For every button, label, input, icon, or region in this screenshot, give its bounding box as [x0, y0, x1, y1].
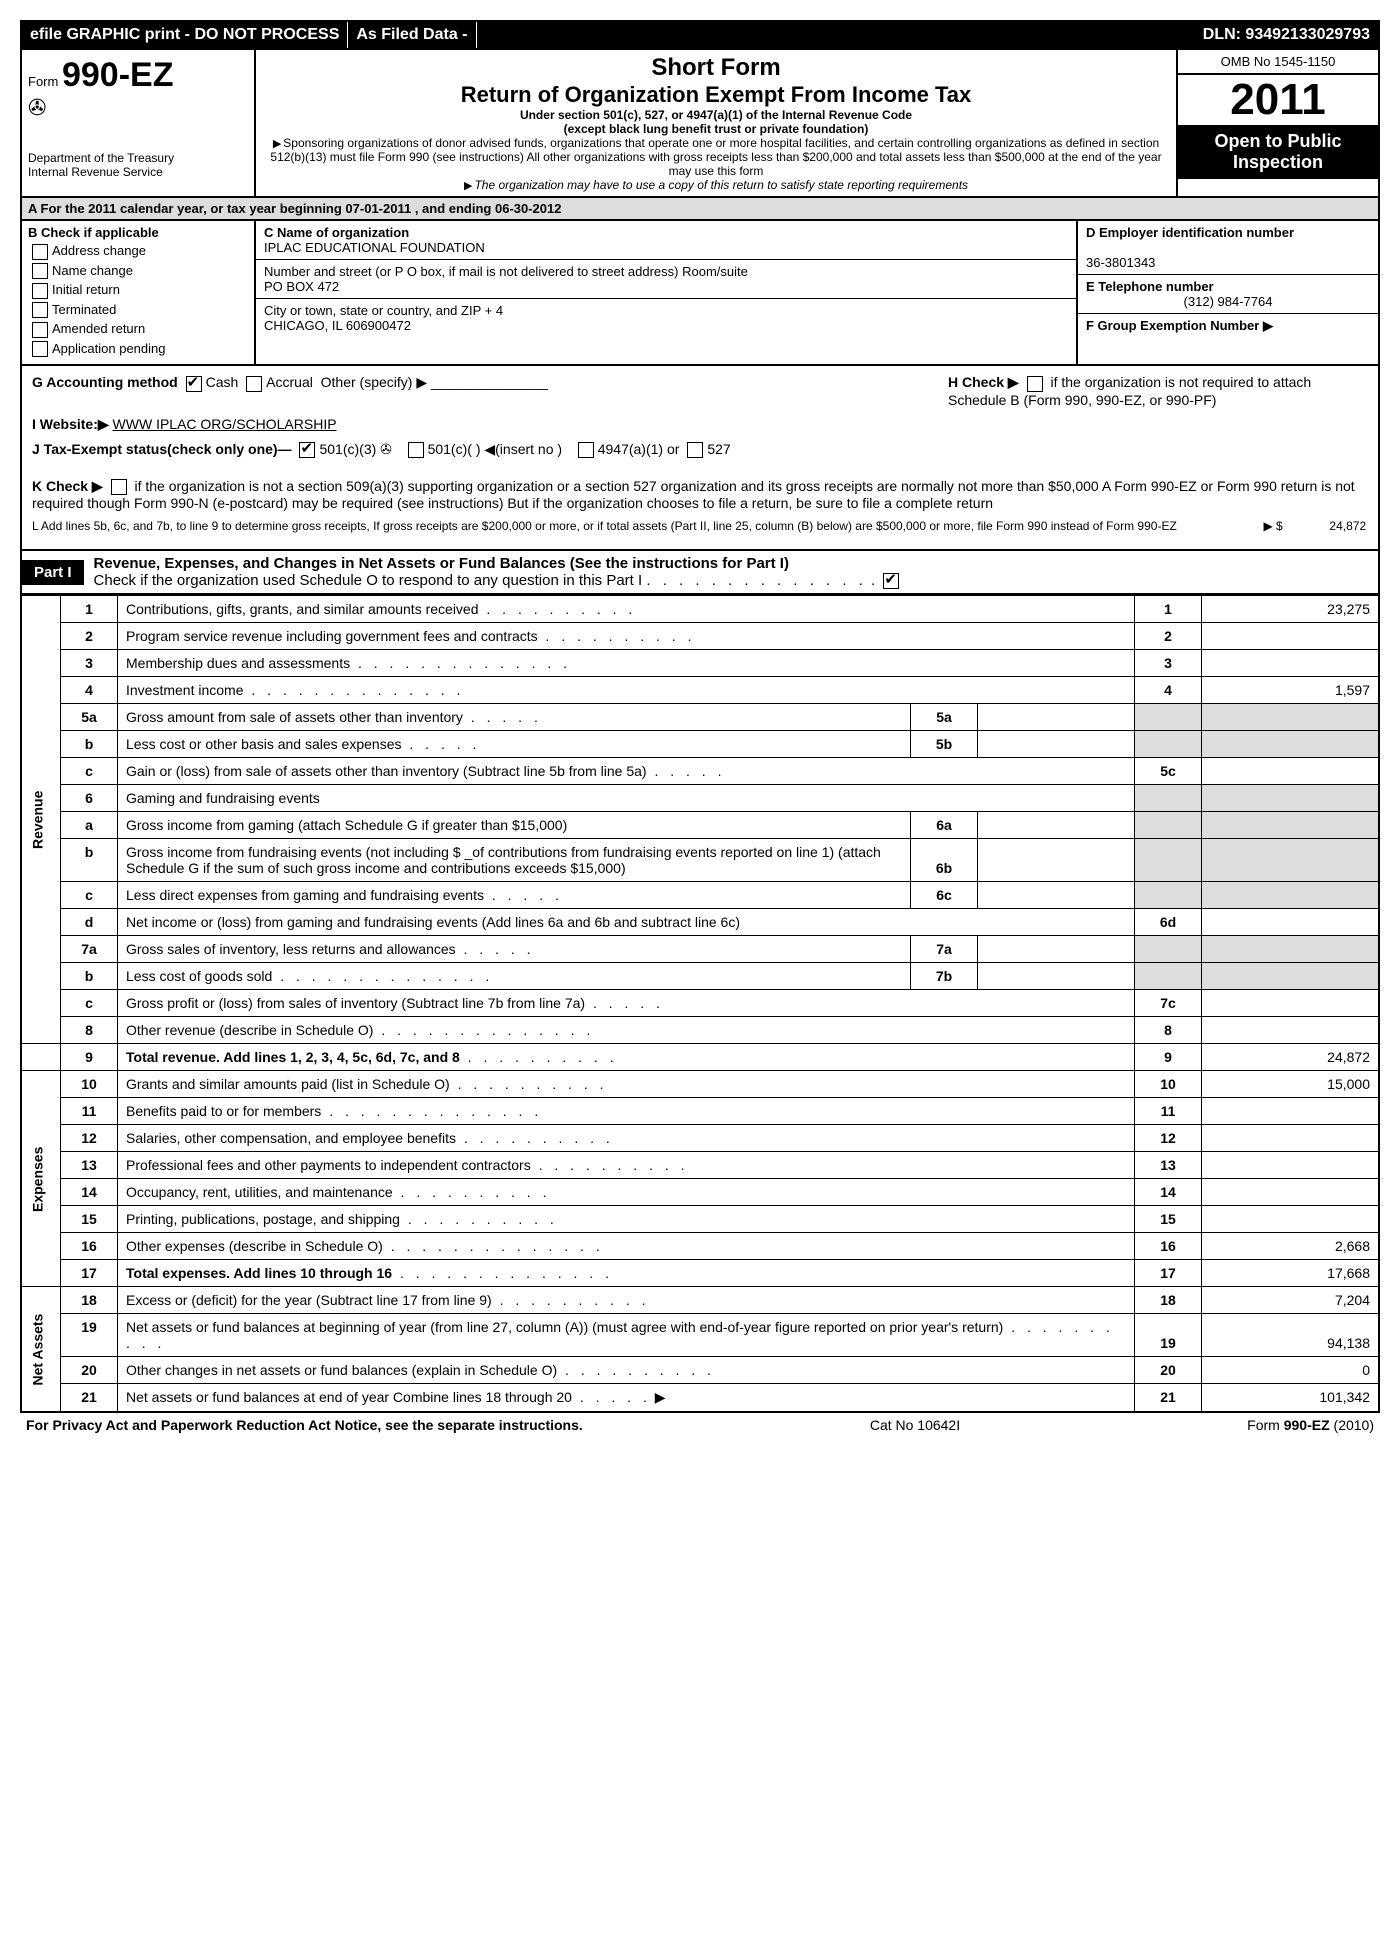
dept-irs: Internal Revenue Service [28, 165, 248, 179]
header-sub1: Under section 501(c), 527, or 4947(a)(1)… [520, 108, 912, 122]
form-number: 990-EZ [62, 56, 174, 94]
k-text: if the organization is not a section 509… [32, 478, 1355, 511]
page-footer: For Privacy Act and Paperwork Reduction … [20, 1413, 1380, 1437]
checkbox-501c3[interactable] [299, 442, 315, 458]
return-title: Return of Organization Exempt From Incom… [264, 82, 1168, 108]
form-page: efile GRAPHIC print - DO NOT PROCESS As … [20, 20, 1380, 1437]
part1-title: Revenue, Expenses, and Changes in Net As… [94, 555, 789, 572]
part1-label: Part I [22, 560, 84, 585]
topbar: efile GRAPHIC print - DO NOT PROCESS As … [20, 20, 1380, 50]
omb-number: OMB No 1545-1150 [1178, 50, 1378, 75]
checkbox-address-change[interactable] [32, 244, 48, 260]
form-prefix: Form [28, 74, 58, 89]
i-label: I Website:▶ [32, 416, 109, 432]
j-label: J Tax-Exempt status(check only one)— [32, 441, 292, 457]
c-addr-label: Number and street (or P O box, if mail i… [264, 264, 748, 279]
section-g-to-l: G Accounting method Cash Accrual Other (… [20, 366, 1380, 551]
org-name: IPLAC EDUCATIONAL FOUNDATION [264, 240, 485, 255]
checkbox-h[interactable] [1027, 376, 1043, 392]
amt-17: 17,668 [1202, 1260, 1380, 1287]
f-group-label: F Group Exemption Number ▶ [1086, 318, 1273, 333]
side-expenses: Expenses [21, 1071, 61, 1287]
amt-9: 24,872 [1202, 1044, 1380, 1071]
checkbox-4947[interactable] [578, 442, 594, 458]
open-public-1: Open to Public [1182, 131, 1374, 152]
col-c-org-info: C Name of organization IPLAC EDUCATIONAL… [256, 221, 1078, 364]
footer-catno: Cat No 10642I [870, 1417, 960, 1433]
footer-formno: Form 990-EZ (2010) [1247, 1417, 1374, 1433]
part1-table: Revenue 1 Contributions, gifts, grants, … [20, 595, 1380, 1413]
d-ein-label: D Employer identification number [1086, 225, 1294, 240]
part1-header: Part I Revenue, Expenses, and Changes in… [20, 551, 1380, 595]
ein-value: 36-3801343 [1086, 255, 1155, 270]
footer-privacy: For Privacy Act and Paperwork Reduction … [26, 1417, 583, 1433]
header-center: Short Form Return of Organization Exempt… [256, 50, 1176, 196]
checkbox-amended-return[interactable] [32, 322, 48, 338]
header-right: OMB No 1545-1150 2011 Open to Public Ins… [1176, 50, 1378, 196]
asfiled-label: As Filed Data - [348, 22, 476, 48]
checkbox-501c[interactable] [408, 442, 424, 458]
header-left: Form 990-EZ ✇ Department of the Treasury… [22, 50, 256, 196]
checkbox-schedule-o[interactable] [883, 573, 899, 589]
checkbox-cash[interactable] [186, 376, 202, 392]
amt-4: 1,597 [1202, 677, 1380, 704]
header-sub2: (except black lung benefit trust or priv… [564, 122, 869, 136]
c-name-label: C Name of organization [264, 225, 409, 240]
l-text: L Add lines 5b, 6c, and 7b, to line 9 to… [32, 519, 1177, 533]
checkbox-k[interactable] [111, 479, 127, 495]
e-phone-label: E Telephone number [1086, 279, 1214, 294]
col-b-checkboxes: B Check if applicable Address change Nam… [22, 221, 256, 364]
dept-treasury: Department of the Treasury [28, 151, 248, 165]
open-public-2: Inspection [1182, 152, 1374, 173]
phone-value: (312) 984-7764 [1184, 294, 1273, 309]
efile-notice: efile GRAPHIC print - DO NOT PROCESS [22, 22, 348, 48]
l-amount: 24,872 [1329, 519, 1366, 533]
side-revenue: Revenue [21, 596, 61, 1044]
section-bcd: B Check if applicable Address change Nam… [20, 221, 1380, 366]
amt-10: 15,000 [1202, 1071, 1380, 1098]
checkbox-initial-return[interactable] [32, 283, 48, 299]
header-sub4: The organization may have to use a copy … [474, 178, 968, 192]
short-form-label: Short Form [264, 54, 1168, 82]
dln-number: DLN: 93492133029793 [1195, 22, 1378, 48]
side-netassets: Net Assets [21, 1287, 61, 1413]
checkbox-application-pending[interactable] [32, 341, 48, 357]
k-label: K Check ▶ [32, 478, 103, 494]
tax-year: 2011 [1178, 75, 1378, 125]
h-label: H Check ▶ [948, 374, 1019, 390]
header-sub3: Sponsoring organizations of donor advise… [270, 136, 1161, 178]
org-address: PO BOX 472 [264, 279, 339, 294]
amt-18: 7,204 [1202, 1287, 1380, 1314]
checkbox-accrual[interactable] [246, 376, 262, 392]
col-d-identifiers: D Employer identification number 36-3801… [1078, 221, 1378, 364]
website-value: WWW IPLAC ORG/SCHOLARSHIP [113, 416, 337, 432]
amt-1: 23,275 [1202, 596, 1380, 623]
row-a-tax-year: A For the 2011 calendar year, or tax yea… [20, 198, 1380, 221]
g-label: G Accounting method [32, 374, 178, 390]
amt-19: 94,138 [1202, 1314, 1380, 1357]
c-city-label: City or town, state or country, and ZIP … [264, 303, 503, 318]
checkbox-terminated[interactable] [32, 302, 48, 318]
col-b-title: B Check if applicable [28, 225, 159, 240]
org-city: CHICAGO, IL 606900472 [264, 318, 411, 333]
amt-16: 2,668 [1202, 1233, 1380, 1260]
amt-21: 101,342 [1202, 1384, 1380, 1413]
form-header: Form 990-EZ ✇ Department of the Treasury… [20, 50, 1380, 198]
checkbox-name-change[interactable] [32, 263, 48, 279]
amt-20: 0 [1202, 1357, 1380, 1384]
part1-check-text: Check if the organization used Schedule … [94, 572, 643, 589]
checkbox-527[interactable] [687, 442, 703, 458]
